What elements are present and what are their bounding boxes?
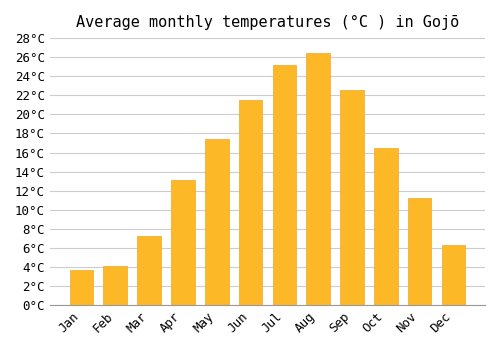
Bar (70, 270, 94, 305)
Bar (138, 236, 161, 305)
Bar (238, 100, 262, 305)
Bar (205, 139, 229, 305)
Bar (340, 90, 364, 305)
Bar (408, 198, 432, 305)
Title: Average monthly temperatures (°C ) in Gojō: Average monthly temperatures (°C ) in Go… (76, 15, 459, 30)
Bar (272, 65, 296, 305)
Bar (306, 54, 330, 305)
Bar (442, 245, 465, 305)
Bar (104, 266, 127, 305)
Bar (374, 148, 398, 305)
Bar (171, 180, 194, 305)
